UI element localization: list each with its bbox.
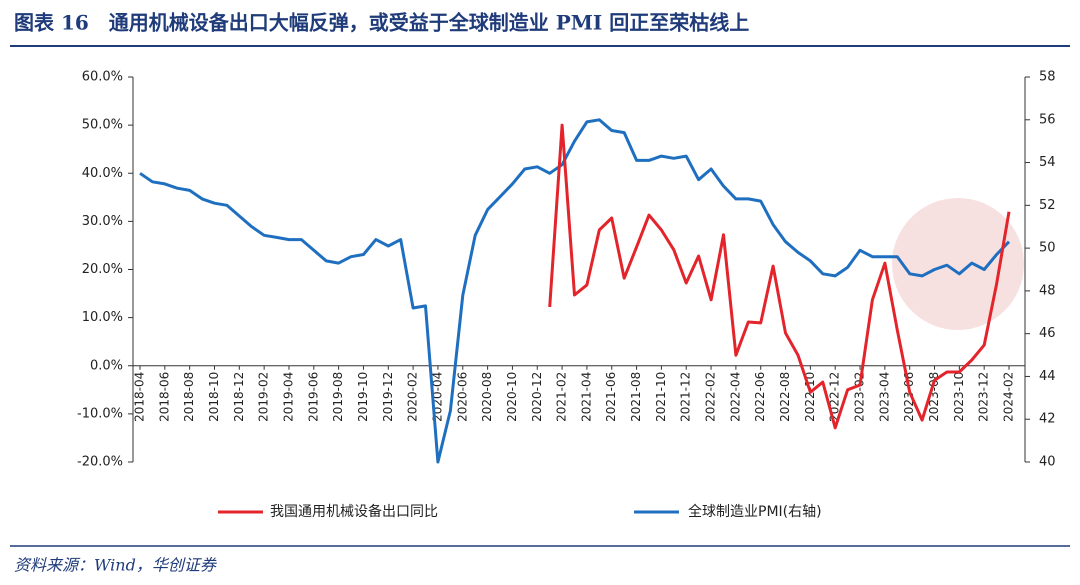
chart-title: 图表 16 通用机械设备出口大幅反弹，或受益于全球制造业 PMI 回正至荣枯线上: [14, 11, 749, 35]
y2-tick-label: 44: [1039, 369, 1056, 384]
y2-tick-label: 58: [1039, 70, 1056, 85]
x-tick-label: 2019-02: [257, 372, 271, 422]
y-tick-label: 30.0%: [82, 214, 123, 229]
x-tick-label: 2020-06: [455, 372, 469, 422]
y2-tick-label: 46: [1039, 326, 1056, 341]
x-tick-label: 2023-12: [977, 372, 991, 422]
y-tick-label: 40.0%: [82, 166, 123, 181]
x-tick-label: 2020-10: [505, 372, 519, 422]
y-tick-label: 0.0%: [90, 358, 123, 373]
x-tick-label: 2022-08: [778, 372, 792, 422]
legend-label: 我国通用机械设备出口同比: [270, 503, 438, 520]
x-tick-label: 2023-02: [853, 372, 867, 422]
y-tick-label: 50.0%: [82, 118, 123, 133]
y-tick-label: 20.0%: [82, 262, 123, 277]
x-tick-label: 2023-10: [952, 372, 966, 422]
x-tick-label: 2018-04: [133, 372, 147, 422]
x-tick-label: 2018-12: [232, 372, 246, 422]
x-tick-label: 2021-06: [604, 372, 618, 422]
x-tick-label: 2022-06: [753, 372, 767, 422]
x-tick-label: 2018-06: [157, 372, 171, 422]
x-tick-label: 2019-10: [356, 372, 370, 422]
series-line: [548, 123, 1011, 430]
x-tick-label: 2022-02: [704, 372, 718, 422]
x-tick-label: 2023-08: [927, 372, 941, 422]
x-tick-label: 2021-12: [679, 372, 693, 422]
y2-tick-label: 54: [1039, 155, 1056, 170]
y2-tick-label: 50: [1039, 241, 1056, 256]
x-tick-label: 2021-04: [579, 372, 593, 422]
y-tick-label: -20.0%: [77, 455, 123, 470]
legend-label: 全球制造业PMI(右轴): [688, 503, 822, 520]
y2-tick-label: 56: [1039, 112, 1056, 127]
x-tick-label: 2021-08: [629, 372, 643, 422]
x-tick-label: 2020-02: [406, 372, 420, 422]
x-tick-label: 2019-04: [281, 372, 295, 422]
x-tick-label: 2023-04: [877, 372, 891, 422]
x-tick-label: 2018-08: [182, 372, 196, 422]
x-tick-label: 2020-12: [530, 372, 544, 422]
series-line: [139, 118, 1011, 464]
y-tick-label: 60.0%: [82, 70, 123, 85]
x-tick-label: 2019-12: [381, 372, 395, 422]
highlight-circle: [892, 198, 1024, 330]
x-tick-label: 2021-02: [555, 372, 569, 422]
y2-tick-label: 40: [1039, 455, 1056, 470]
y2-tick-label: 48: [1039, 283, 1056, 298]
x-tick-label: 2022-04: [728, 372, 742, 422]
x-tick-label: 2024-02: [1002, 372, 1016, 422]
x-tick-label: 2018-10: [207, 372, 221, 422]
x-tick-label: 2023-06: [902, 372, 916, 422]
x-tick-label: 2019-06: [306, 372, 320, 422]
x-tick-label: 2019-08: [331, 372, 345, 422]
y2-tick-label: 42: [1039, 412, 1056, 427]
y-tick-label: 10.0%: [82, 310, 123, 325]
source: 资料来源：Wind，华创证券: [14, 556, 218, 575]
y-tick-label: -10.0%: [77, 406, 123, 421]
x-tick-label: 2020-08: [480, 372, 494, 422]
x-tick-label: 2021-10: [654, 372, 668, 422]
y2-tick-label: 52: [1039, 198, 1056, 213]
